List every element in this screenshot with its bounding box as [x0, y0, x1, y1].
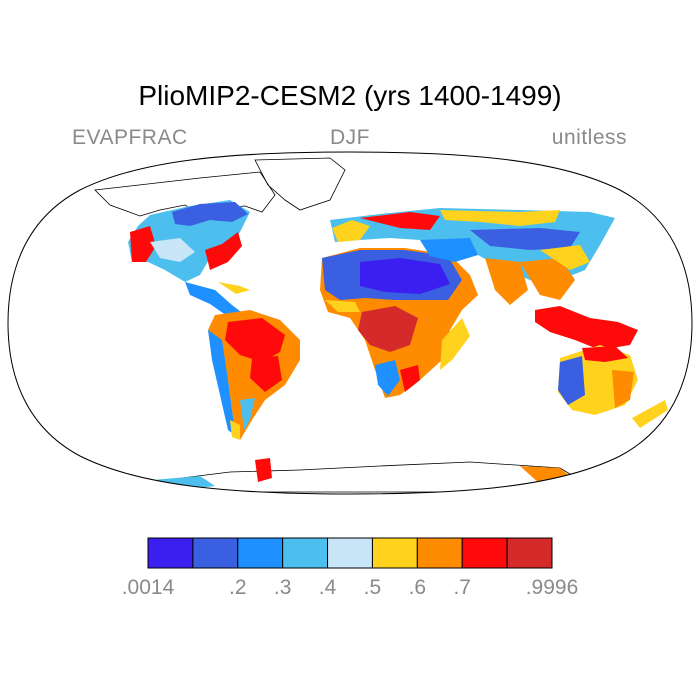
colorbar-tick-label: .3 — [274, 576, 292, 599]
colorbar-tick-label: .2 — [229, 576, 247, 599]
colorbar-swatch — [237, 537, 284, 569]
africa-field — [320, 248, 478, 398]
colorbar-swatch — [282, 537, 329, 569]
colorbar-tick-label: .7 — [453, 576, 471, 599]
colorbar-swatch — [327, 537, 373, 569]
map-title: PlioMIP2-CESM2 (yrs 1400-1499) — [138, 80, 562, 111]
colorbar-swatch — [506, 537, 553, 569]
colorbar-swatch — [461, 537, 508, 569]
units-label: unitless — [551, 126, 627, 149]
north-america-field — [94, 171, 276, 318]
colorbar-tick-label: .6 — [409, 576, 427, 599]
colorbar-tick-label: .5 — [364, 576, 382, 599]
colorbar-swatch — [192, 537, 239, 569]
colorbar-swatch — [416, 537, 463, 569]
antarctica-field — [149, 458, 581, 493]
south-america-field — [208, 310, 300, 440]
maritime-continent-field — [535, 306, 638, 350]
eurasia-field — [330, 208, 615, 305]
colorbar-swatch — [147, 537, 194, 569]
colorbar-swatch — [371, 537, 418, 569]
globe-outline — [7, 151, 693, 495]
colorbar: .0014 .2 .3 .4 .5 .6 .7 .9996 — [122, 537, 579, 599]
colorbar-tick-label: .4 — [319, 576, 337, 599]
variable-label: EVAPFRAC — [72, 126, 188, 149]
australia-field — [558, 345, 668, 428]
season-label: DJF — [330, 126, 370, 149]
colorbar-tick-label: .9996 — [526, 576, 579, 599]
greenland-outline — [254, 157, 346, 211]
colorbar-tick-label: .0014 — [122, 576, 175, 599]
